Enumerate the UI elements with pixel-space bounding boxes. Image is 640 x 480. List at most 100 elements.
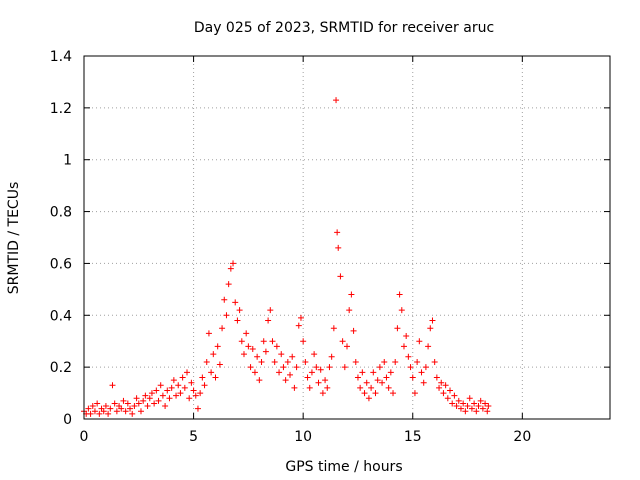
data-point (89, 403, 96, 410)
data-point (418, 369, 425, 376)
grid-lines (84, 56, 610, 419)
data-point (278, 351, 285, 358)
data-point (107, 405, 114, 412)
data-point (118, 405, 125, 412)
data-point (346, 307, 353, 314)
data-point (243, 330, 250, 337)
y-tick-label: 0.4 (50, 308, 72, 324)
data-point (131, 403, 138, 410)
data-point (425, 343, 432, 350)
data-point (330, 325, 337, 332)
data-point (394, 325, 401, 332)
data-point (442, 382, 449, 389)
data-point (304, 374, 311, 381)
data-point (390, 390, 397, 397)
data-point (365, 395, 372, 402)
data-point (96, 410, 103, 417)
data-point (333, 97, 340, 104)
y-tick-label: 0.6 (50, 256, 72, 272)
data-point (120, 397, 127, 404)
data-point (144, 403, 151, 410)
data-point (462, 408, 469, 415)
data-point (148, 390, 155, 397)
data-point (102, 403, 109, 410)
data-point (484, 408, 491, 415)
data-point (284, 358, 291, 365)
data-point (205, 330, 212, 337)
data-point (194, 405, 201, 412)
data-point (392, 358, 399, 365)
y-tick-label: 1 (63, 153, 72, 169)
data-point (464, 403, 471, 410)
data-point (473, 408, 480, 415)
data-point (186, 395, 193, 402)
data-point (190, 387, 197, 394)
data-point (352, 358, 359, 365)
data-point (168, 384, 175, 391)
data-point (249, 345, 256, 352)
data-point (87, 410, 94, 417)
data-point (94, 400, 101, 407)
data-point (311, 351, 318, 358)
data-point (234, 317, 241, 324)
data-point (444, 395, 451, 402)
data-point (212, 374, 219, 381)
data-point (287, 371, 294, 378)
data-point (449, 400, 456, 407)
y-tick-label: 1.2 (50, 101, 72, 117)
data-point (306, 384, 313, 391)
data-point (179, 374, 186, 381)
data-point (357, 384, 364, 391)
data-point (295, 322, 302, 329)
data-point (348, 291, 355, 298)
data-point (416, 338, 423, 345)
data-point (199, 374, 206, 381)
y-tick-label: 0 (63, 412, 72, 428)
data-point (282, 377, 289, 384)
y-tick-label: 1.4 (50, 49, 72, 65)
data-point (238, 338, 245, 345)
data-point (159, 392, 166, 399)
data-point (479, 405, 486, 412)
data-point (334, 229, 341, 236)
chart-title: Day 025 of 2023, SRMTID for receiver aru… (194, 20, 494, 36)
data-point (267, 307, 274, 314)
data-point (223, 312, 230, 319)
data-point (269, 338, 276, 345)
x-axis-ticks: 0 5 10 15 20 (80, 56, 531, 445)
data-point (276, 369, 283, 376)
data-point (216, 361, 223, 368)
data-point (256, 377, 263, 384)
data-point (324, 384, 331, 391)
data-point (181, 384, 188, 391)
data-point (326, 364, 333, 371)
data-point (177, 390, 184, 397)
data-point (359, 369, 366, 376)
data-point (427, 325, 434, 332)
data-point (232, 299, 239, 306)
data-point (124, 400, 131, 407)
data-point (208, 369, 215, 376)
data-point (214, 343, 221, 350)
data-point (407, 364, 414, 371)
data-point (322, 377, 329, 384)
data-point (460, 400, 467, 407)
data-point (398, 307, 405, 314)
data-point (236, 307, 243, 314)
data-point (201, 382, 208, 389)
data-point (379, 379, 386, 386)
data-point (240, 351, 247, 358)
data-point (436, 384, 443, 391)
data-point (313, 364, 320, 371)
data-point (164, 387, 171, 394)
data-point (247, 364, 254, 371)
data-point (411, 390, 418, 397)
data-point (400, 343, 407, 350)
data-point (335, 244, 342, 251)
data-point (350, 327, 357, 334)
data-point (368, 384, 375, 391)
data-point (403, 333, 410, 340)
data-point (471, 400, 478, 407)
data-point (175, 382, 182, 389)
